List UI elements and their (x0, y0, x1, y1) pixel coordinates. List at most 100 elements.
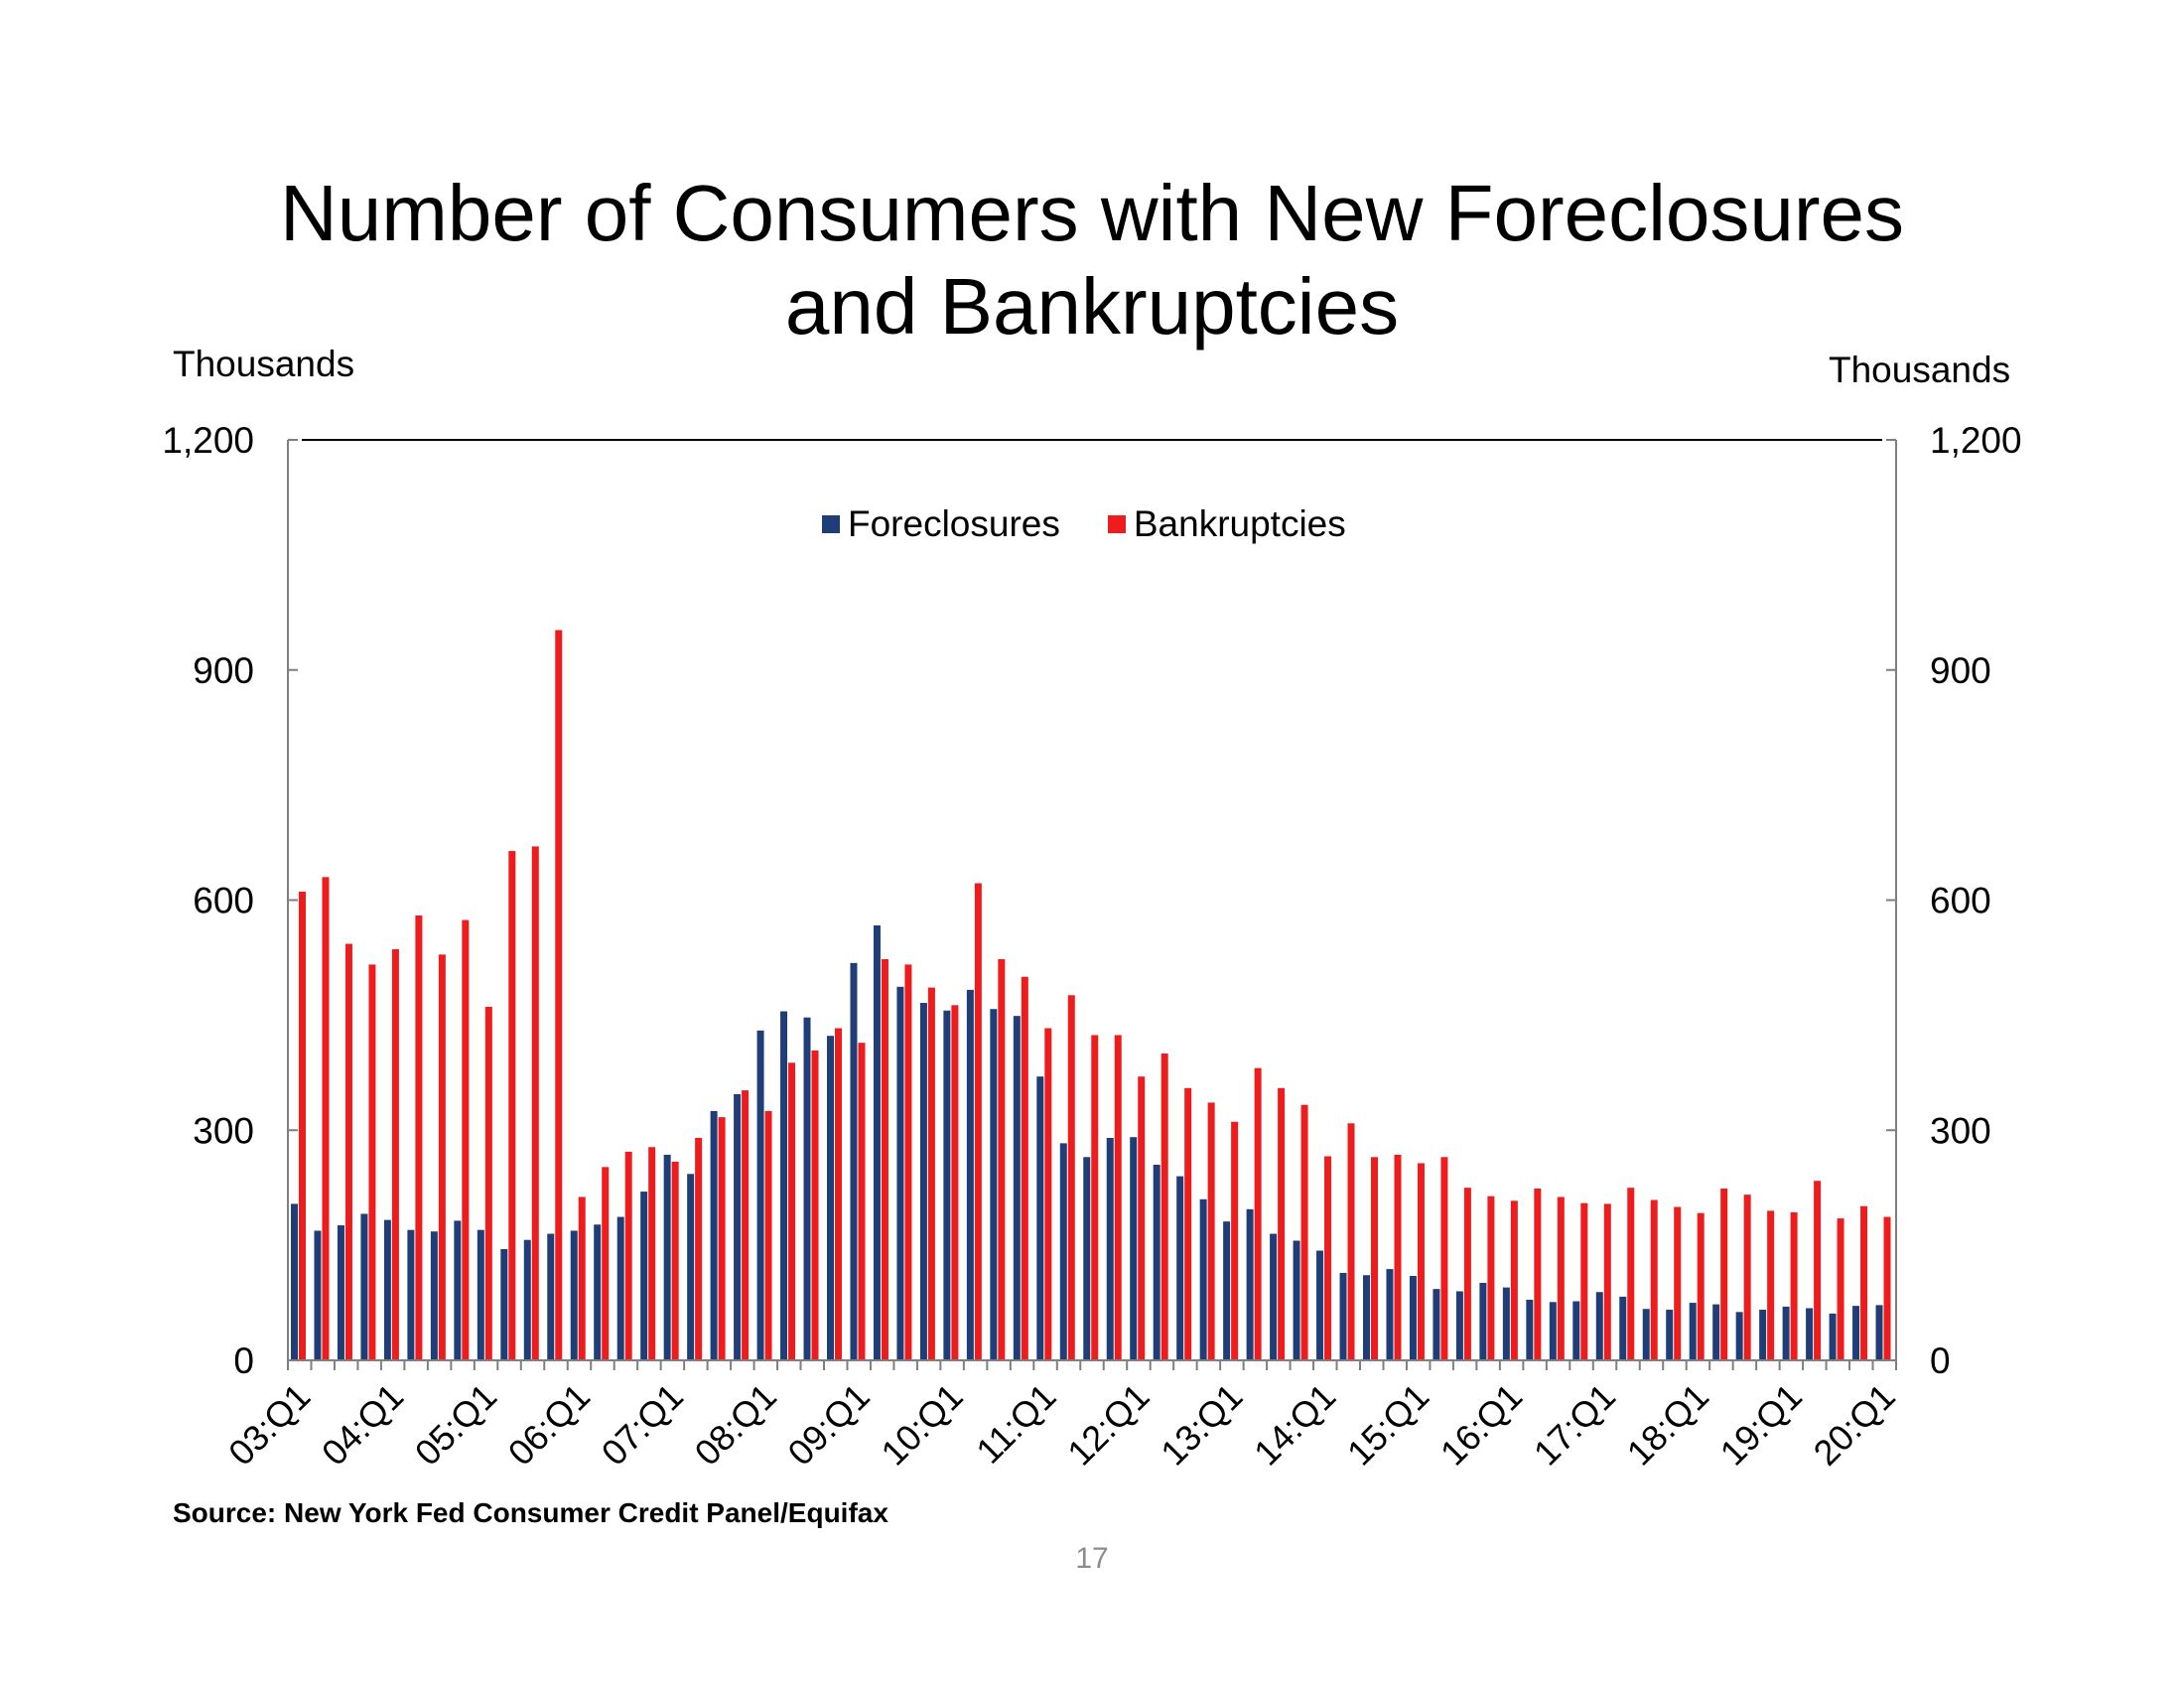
x-tick-label: 04:Q1 (314, 1375, 411, 1473)
bankruptcy-bar (1231, 1121, 1239, 1360)
foreclosure-bar (1106, 1137, 1114, 1360)
foreclosure-bar (1666, 1310, 1674, 1360)
foreclosure-bar (1083, 1157, 1091, 1360)
foreclosure-bar (1293, 1240, 1300, 1360)
foreclosure-bar (1549, 1302, 1557, 1360)
bankruptcy-bar (438, 954, 446, 1360)
foreclosure-bar (1852, 1306, 1860, 1360)
chart-title-line1: Number of Consumers with New Foreclosure… (279, 169, 1905, 257)
x-tick-label: 08:Q1 (687, 1375, 784, 1473)
x-tick-label: 20:Q1 (1806, 1375, 1903, 1473)
x-tick-label: 06:Q1 (500, 1375, 598, 1473)
foreclosure-bar (1689, 1303, 1697, 1360)
foreclosure-bar (943, 1010, 951, 1360)
x-tick-label: 05:Q1 (407, 1375, 504, 1473)
foreclosure-bar (1502, 1287, 1510, 1360)
x-tick-label: 07:Q1 (594, 1375, 691, 1473)
bankruptcy-bar (1743, 1195, 1751, 1360)
bankruptcy-bar (1184, 1087, 1192, 1360)
bankruptcy-bar (578, 1196, 586, 1360)
bankruptcy-bar (1347, 1123, 1355, 1360)
foreclosure-bar (1526, 1299, 1534, 1360)
foreclosure-bar (594, 1224, 602, 1360)
foreclosure-bar (454, 1220, 462, 1360)
foreclosure-bar (1572, 1301, 1580, 1360)
foreclosure-bar (360, 1213, 368, 1360)
x-tick-label: 10:Q1 (873, 1375, 970, 1473)
foreclosure-bar (1479, 1282, 1487, 1360)
bankruptcy-bar (1674, 1206, 1682, 1360)
bankruptcy-bar (927, 987, 935, 1360)
foreclosure-bar (734, 1093, 742, 1360)
foreclosure-bar (291, 1203, 298, 1360)
bankruptcy-bar (1627, 1188, 1635, 1360)
foreclosure-bar (1782, 1306, 1790, 1360)
foreclosure-bar (616, 1216, 624, 1360)
foreclosure-bar (1223, 1221, 1231, 1360)
bankruptcy-bar (531, 846, 539, 1360)
bankruptcy-bar (624, 1151, 632, 1360)
bankruptcy-bar (602, 1167, 610, 1360)
bankruptcy-bar (974, 883, 982, 1360)
x-tick-label: 11:Q1 (968, 1375, 1063, 1471)
chart-legend: Foreclosures Bankruptcies (822, 500, 1346, 548)
legend-label-foreclosures: Foreclosures (848, 503, 1060, 544)
bankruptcy-bar (1814, 1181, 1822, 1360)
y-tick-label-right: 900 (1930, 650, 1991, 691)
foreclosure-bar (1339, 1272, 1347, 1360)
bankruptcy-bar (648, 1147, 656, 1360)
bankruptcy-bar (1720, 1188, 1728, 1360)
bankruptcy-bar (391, 948, 399, 1360)
y-tick-label-left: 0 (233, 1340, 254, 1381)
bankruptcy-bar (1371, 1157, 1378, 1360)
foreclosure-bar (990, 1009, 998, 1360)
bankruptcy-bar (742, 1090, 750, 1360)
foreclosure-bar (1455, 1291, 1463, 1360)
foreclosure-bar (873, 924, 881, 1360)
foreclosure-bar (500, 1248, 508, 1360)
foreclosure-bar (710, 1110, 718, 1360)
bankruptcy-bar (1300, 1104, 1308, 1360)
bankruptcy-bar (1067, 995, 1075, 1360)
bankruptcy-bar (695, 1137, 703, 1360)
y-tick-label-right: 600 (1930, 881, 1991, 921)
foreclosure-bar (966, 989, 974, 1360)
bankruptcy-bar (1557, 1196, 1565, 1360)
source-note: Source: New York Fed Consumer Credit Pan… (173, 1497, 888, 1528)
x-tick-label: 13:Q1 (1153, 1375, 1250, 1473)
foreclosure-bar (1316, 1250, 1324, 1360)
bankruptcy-bar (1650, 1199, 1658, 1360)
bankruptcy-bar (508, 851, 516, 1360)
bankruptcy-bar (1278, 1087, 1286, 1360)
foreclosure-bar (383, 1219, 391, 1360)
page-number: 17 (1075, 1542, 1109, 1575)
bankruptcy-bar (671, 1161, 679, 1360)
foreclosure-bar (1036, 1076, 1044, 1360)
bankruptcy-bar (998, 958, 1006, 1360)
bankruptcy-bar (1021, 976, 1028, 1360)
bankruptcy-bar (1324, 1156, 1332, 1360)
foreclosure-bar (1595, 1292, 1603, 1360)
foreclosure-bar (1829, 1313, 1837, 1360)
bankruptcy-bar (1463, 1188, 1471, 1360)
foreclosure-bar (1806, 1308, 1814, 1360)
bankruptcy-bar (1790, 1211, 1798, 1360)
x-tick-label: 15:Q1 (1339, 1375, 1436, 1473)
x-tick-label: 16:Q1 (1433, 1375, 1530, 1473)
foreclosure-bar (477, 1229, 484, 1360)
foreclosure-bar (1013, 1016, 1021, 1360)
foreclosure-bar (570, 1230, 578, 1360)
foreclosure-bar (314, 1230, 322, 1360)
bankruptcy-bar (718, 1117, 726, 1360)
foreclosure-bar (1619, 1296, 1627, 1360)
foreclosure-bar (1363, 1275, 1370, 1360)
bankruptcy-bar (764, 1110, 772, 1360)
foreclosure-bar (1642, 1309, 1650, 1360)
foreclosure-bar (547, 1233, 555, 1360)
bankruptcy-bar (368, 964, 376, 1360)
foreclosure-bar (640, 1192, 648, 1360)
foreclosure-bar (1875, 1305, 1883, 1360)
foreclosure-bar (1270, 1233, 1278, 1360)
legend-swatch-foreclosures (822, 515, 840, 533)
